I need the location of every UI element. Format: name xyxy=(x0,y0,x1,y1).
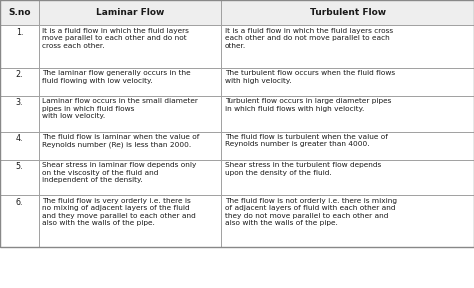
Text: 1.: 1. xyxy=(16,28,23,37)
Bar xyxy=(0,68,39,96)
Bar xyxy=(0,132,39,160)
Bar xyxy=(221,68,474,96)
Text: It is a fluid flow in which the fluid layers cross
each other and do not move pa: It is a fluid flow in which the fluid la… xyxy=(225,28,393,49)
Bar xyxy=(39,0,221,25)
Bar xyxy=(0,160,39,195)
Bar xyxy=(0,0,474,247)
Bar xyxy=(221,132,474,160)
Text: Shear stress in the turbulent flow depends
upon the density of the fluid.: Shear stress in the turbulent flow depen… xyxy=(225,162,381,176)
Text: Laminar flow occurs in the small diameter
pipes in which fluid flows
with low ve: Laminar flow occurs in the small diamete… xyxy=(42,98,198,120)
Bar xyxy=(0,96,39,132)
Bar xyxy=(39,160,221,195)
Bar xyxy=(0,0,39,25)
Bar xyxy=(221,25,474,68)
Text: 5.: 5. xyxy=(16,162,23,171)
Text: Turbulent Flow: Turbulent Flow xyxy=(310,8,386,17)
Text: The fluid flow is turbulent when the value of
Reynolds number is greater than 40: The fluid flow is turbulent when the val… xyxy=(225,134,388,147)
Bar xyxy=(221,195,474,247)
Text: S.no: S.no xyxy=(8,8,31,17)
Bar xyxy=(39,195,221,247)
Text: The laminar flow generally occurs in the
fluid flowing with low velocity.: The laminar flow generally occurs in the… xyxy=(42,70,191,84)
Text: It is a fluid flow in which the fluid layers
move parallel to each other and do : It is a fluid flow in which the fluid la… xyxy=(42,28,189,49)
Text: The fluid flow is very orderly i.e. there is
no mixing of adjacent layers of the: The fluid flow is very orderly i.e. ther… xyxy=(42,198,196,226)
Text: 2.: 2. xyxy=(16,70,23,79)
Bar xyxy=(39,68,221,96)
Text: Laminar Flow: Laminar Flow xyxy=(96,8,164,17)
Bar xyxy=(0,25,39,68)
Text: Turbulent flow occurs in large diameter pipes
in which fluid flows with high vel: Turbulent flow occurs in large diameter … xyxy=(225,98,391,112)
Bar xyxy=(39,96,221,132)
Text: 6.: 6. xyxy=(16,198,23,206)
Text: The fluid flow is not orderly i.e. there is mixing
of adjacent layers of fluid w: The fluid flow is not orderly i.e. there… xyxy=(225,198,397,226)
Text: The fluid flow is laminar when the value of
Reynolds number (Re) is less than 20: The fluid flow is laminar when the value… xyxy=(42,134,200,148)
Bar xyxy=(0,195,39,247)
Bar xyxy=(39,132,221,160)
Bar xyxy=(221,160,474,195)
Bar xyxy=(39,25,221,68)
Bar xyxy=(221,96,474,132)
Bar xyxy=(221,0,474,25)
Text: Shear stress in laminar flow depends only
on the viscosity of the fluid and
inde: Shear stress in laminar flow depends onl… xyxy=(42,162,197,183)
Text: 4.: 4. xyxy=(16,134,23,143)
Text: The turbulent flow occurs when the fluid flows
with high velocity.: The turbulent flow occurs when the fluid… xyxy=(225,70,395,84)
Text: 3.: 3. xyxy=(16,98,23,107)
